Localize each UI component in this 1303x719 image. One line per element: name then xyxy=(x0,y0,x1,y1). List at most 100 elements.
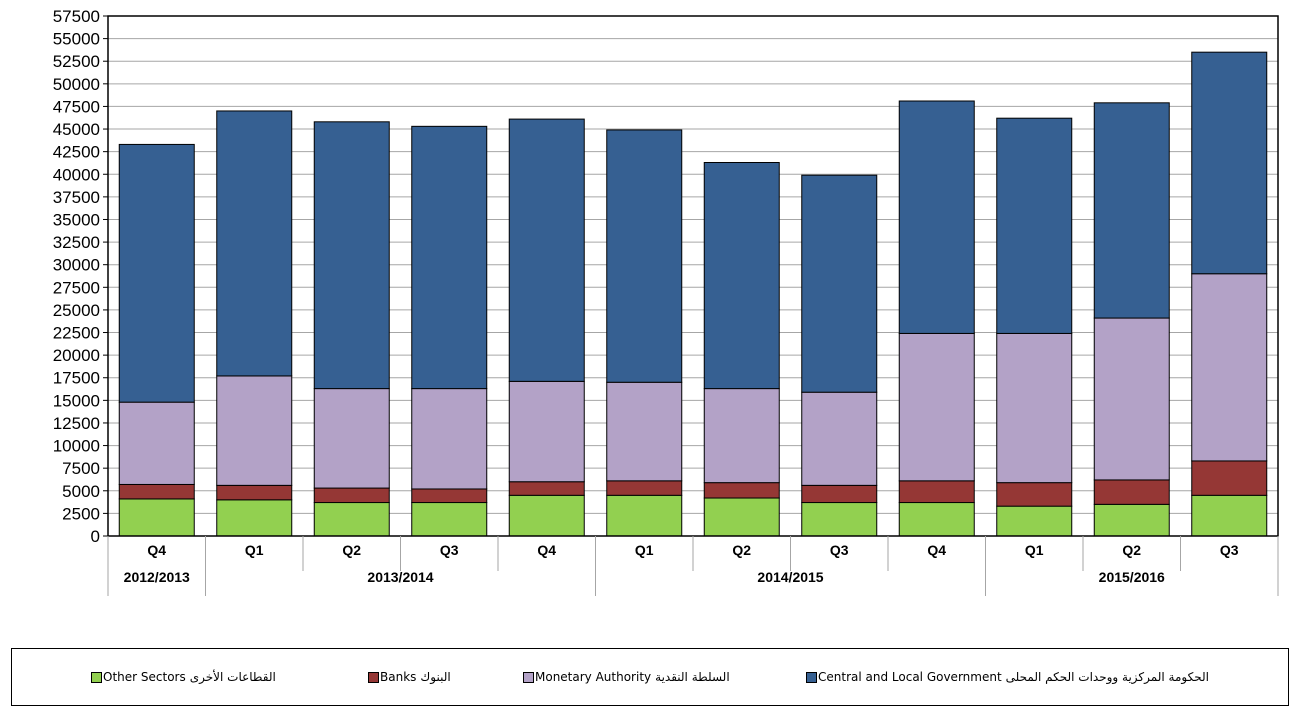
stacked-bar-chart: 0 2500 5000 7500 10000 12500 15000 17500 20000 22… xyxy=(53,7,1279,596)
bar-segment-central-local-government xyxy=(898,100,975,334)
bar-segment-monetary-authority xyxy=(801,391,878,486)
bar-segment-banks xyxy=(1191,460,1268,496)
bar-segment-monetary-authority xyxy=(703,388,780,484)
bar-segment-other-sectors xyxy=(411,502,488,537)
y-tick-label: 42500 xyxy=(53,143,100,162)
y-tick-label: 25000 xyxy=(53,301,100,320)
legend-swatch-central-local-government xyxy=(806,671,817,683)
bar-segment-central-local-government xyxy=(996,117,1073,334)
y-tick-label: 2500 xyxy=(62,504,100,523)
bar-segment-banks xyxy=(801,484,878,504)
x-group-label: 2015/2016 xyxy=(1099,569,1165,585)
bar-segment-banks xyxy=(996,482,1073,507)
legend: Other Sectors القطاعات الأخرى Banks البن… xyxy=(11,648,1289,706)
y-tick-label: 55000 xyxy=(53,30,100,49)
bar-segment-central-local-government xyxy=(801,174,878,393)
bar-segment-central-local-government xyxy=(1093,102,1170,319)
legend-label-monetary-authority-ar: السلطة النقدية xyxy=(655,670,730,684)
x-category-label: Q1 xyxy=(635,542,654,558)
legend-swatch-monetary-authority xyxy=(523,671,534,683)
legend-item-monetary-authority: Monetary Authority السلطة النقدية xyxy=(522,669,730,685)
bar-segment-central-local-government xyxy=(411,125,488,390)
y-tick-label: 27500 xyxy=(53,278,100,297)
y-tick-label: 35000 xyxy=(53,210,100,229)
bar-segment-other-sectors xyxy=(801,502,878,537)
bar-segment-other-sectors xyxy=(606,494,683,537)
bar-segment-banks xyxy=(606,480,683,496)
x-group-label: 2012/2013 xyxy=(124,569,190,585)
legend-label-central-local-government-ar: الحكومة المركزية ووحدات الحكم المحلى xyxy=(1005,670,1209,684)
y-tick-label: 57500 xyxy=(53,7,100,26)
bar-segment-banks xyxy=(898,480,975,504)
y-tick-label: 30000 xyxy=(53,256,100,275)
bar-segment-monetary-authority xyxy=(606,381,683,482)
bar-segment-other-sectors xyxy=(118,498,195,537)
bar-segment-other-sectors xyxy=(313,502,390,537)
legend-label-banks: Banks xyxy=(380,670,417,684)
y-tick-label: 0 xyxy=(91,527,100,546)
x-axis-labels: Q4 Q1 Q2 Q3 Q4 Q1 Q2 Q3 Q4 Q1 Q2 Q3 2012/2013 2013/20… xyxy=(107,536,1279,596)
y-tick-label: 45000 xyxy=(53,120,100,139)
bar-segment-other-sectors xyxy=(508,494,585,537)
legend-label-other-sectors-ar: القطاعات الأخرى xyxy=(189,670,276,684)
bar-segment-monetary-authority xyxy=(1093,317,1170,481)
y-tick-label: 40000 xyxy=(53,165,100,184)
x-category-label: Q3 xyxy=(1220,542,1239,558)
bar-segment-central-local-government xyxy=(1191,51,1268,275)
y-tick-label: 32500 xyxy=(53,233,100,252)
bar-segment-central-local-government xyxy=(606,129,683,383)
bar-segment-banks xyxy=(1093,479,1170,505)
bar-segment-banks xyxy=(703,482,780,499)
bar-segment-central-local-government xyxy=(703,162,780,390)
x-category-label: Q4 xyxy=(537,542,556,558)
y-tick-label: 7500 xyxy=(62,459,100,478)
bar-segment-other-sectors xyxy=(996,505,1073,537)
x-category-label: Q2 xyxy=(342,542,361,558)
x-category-label: Q2 xyxy=(1122,542,1141,558)
bar-segment-monetary-authority xyxy=(411,388,488,490)
bar-segment-banks xyxy=(508,481,585,496)
bar-segment-central-local-government xyxy=(508,118,585,382)
x-category-label: Q2 xyxy=(732,542,751,558)
bar-segment-monetary-authority xyxy=(313,388,390,489)
y-axis-ticks: 0 2500 5000 7500 10000 12500 15000 17500 20000 22… xyxy=(53,7,108,546)
bar-segment-other-sectors xyxy=(1191,494,1268,537)
y-tick-label: 20000 xyxy=(53,346,100,365)
legend-label-central-local-government: Central and Local Government xyxy=(818,670,1002,684)
bar-segment-central-local-government xyxy=(216,110,293,377)
legend-label-other-sectors: Other Sectors xyxy=(103,670,186,684)
y-tick-label: 37500 xyxy=(53,188,100,207)
y-tick-label: 22500 xyxy=(53,324,100,343)
bar-segment-banks xyxy=(411,488,488,504)
bar-segment-monetary-authority xyxy=(996,332,1073,484)
x-group-label: 2013/2014 xyxy=(367,569,433,585)
x-category-label: Q3 xyxy=(830,542,849,558)
bar-segment-monetary-authority xyxy=(118,401,195,485)
y-tick-label: 17500 xyxy=(53,369,100,388)
bars xyxy=(118,51,1268,537)
legend-item-central-local-government: Central and Local Government الحكومة الم… xyxy=(805,669,1209,685)
y-tick-label: 5000 xyxy=(62,482,100,501)
y-tick-label: 47500 xyxy=(53,97,100,116)
bar-segment-banks xyxy=(118,483,195,500)
x-category-label: Q3 xyxy=(440,542,459,558)
legend-label-monetary-authority: Monetary Authority xyxy=(535,670,652,684)
y-tick-label: 52500 xyxy=(53,52,100,71)
bar-segment-monetary-authority xyxy=(508,380,585,483)
legend-item-other-sectors: Other Sectors القطاعات الأخرى xyxy=(90,669,276,685)
y-tick-label: 12500 xyxy=(53,414,100,433)
y-tick-label: 10000 xyxy=(53,437,100,456)
x-group-label: 2014/2015 xyxy=(757,569,823,585)
x-category-label: Q4 xyxy=(927,542,946,558)
bar-segment-other-sectors xyxy=(898,502,975,537)
bar-segment-banks xyxy=(216,484,293,501)
bar-segment-banks xyxy=(313,487,390,504)
y-tick-label: 50000 xyxy=(53,75,100,94)
legend-label-banks-ar: البنوك xyxy=(420,670,451,684)
bar-segment-central-local-government xyxy=(313,121,390,390)
x-category-label: Q4 xyxy=(147,542,166,558)
bar-segment-other-sectors xyxy=(703,497,780,537)
bar-segment-other-sectors xyxy=(1093,503,1170,537)
bar-segment-monetary-authority xyxy=(216,375,293,486)
legend-swatch-other-sectors xyxy=(91,671,102,683)
